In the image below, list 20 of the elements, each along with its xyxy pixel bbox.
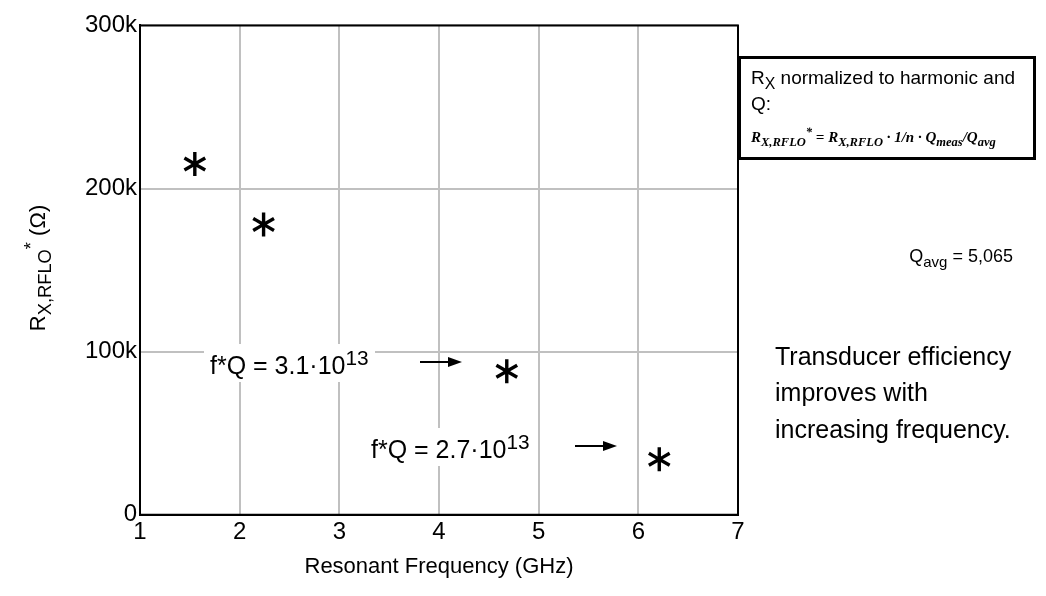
text: R$_{X}$ normalized to harmonic and Q: [751, 67, 1017, 115]
text: R$_{X,RFLO}$$^{*}$ = R$_{X,RFLO}$ · 1/n · Q$_{meas}$/Q$_{avg}$ [751, 124, 996, 149]
text: Transducer efficiency improves with increasing frequency. [775, 341, 1013, 445]
annotation: f*Q = 2.7·10$^{13}$ [365, 428, 536, 467]
x-tick-label: 6 [631, 516, 646, 544]
x-tick-label: 7 [731, 516, 745, 544]
y-tick-label: 200k [84, 173, 138, 201]
point [252, 212, 275, 237]
point [495, 359, 519, 384]
x-axis-title: Resonant Frequency (GHz) [304, 552, 574, 578]
y-tick-label: 100k [84, 336, 138, 364]
point [183, 152, 207, 177]
x-tick-label: 3 [332, 516, 347, 544]
text: Q$_{avg}$ = 5,065 [909, 246, 1013, 270]
point [648, 447, 671, 472]
y-tick-label: 300k [84, 10, 138, 38]
annotation: f*Q = 3.1·10$^{13}$ [204, 344, 375, 383]
x-tick-label: 2 [232, 516, 247, 544]
x-tick-label: 4 [432, 516, 446, 544]
x-tick-label: 5 [531, 516, 546, 544]
